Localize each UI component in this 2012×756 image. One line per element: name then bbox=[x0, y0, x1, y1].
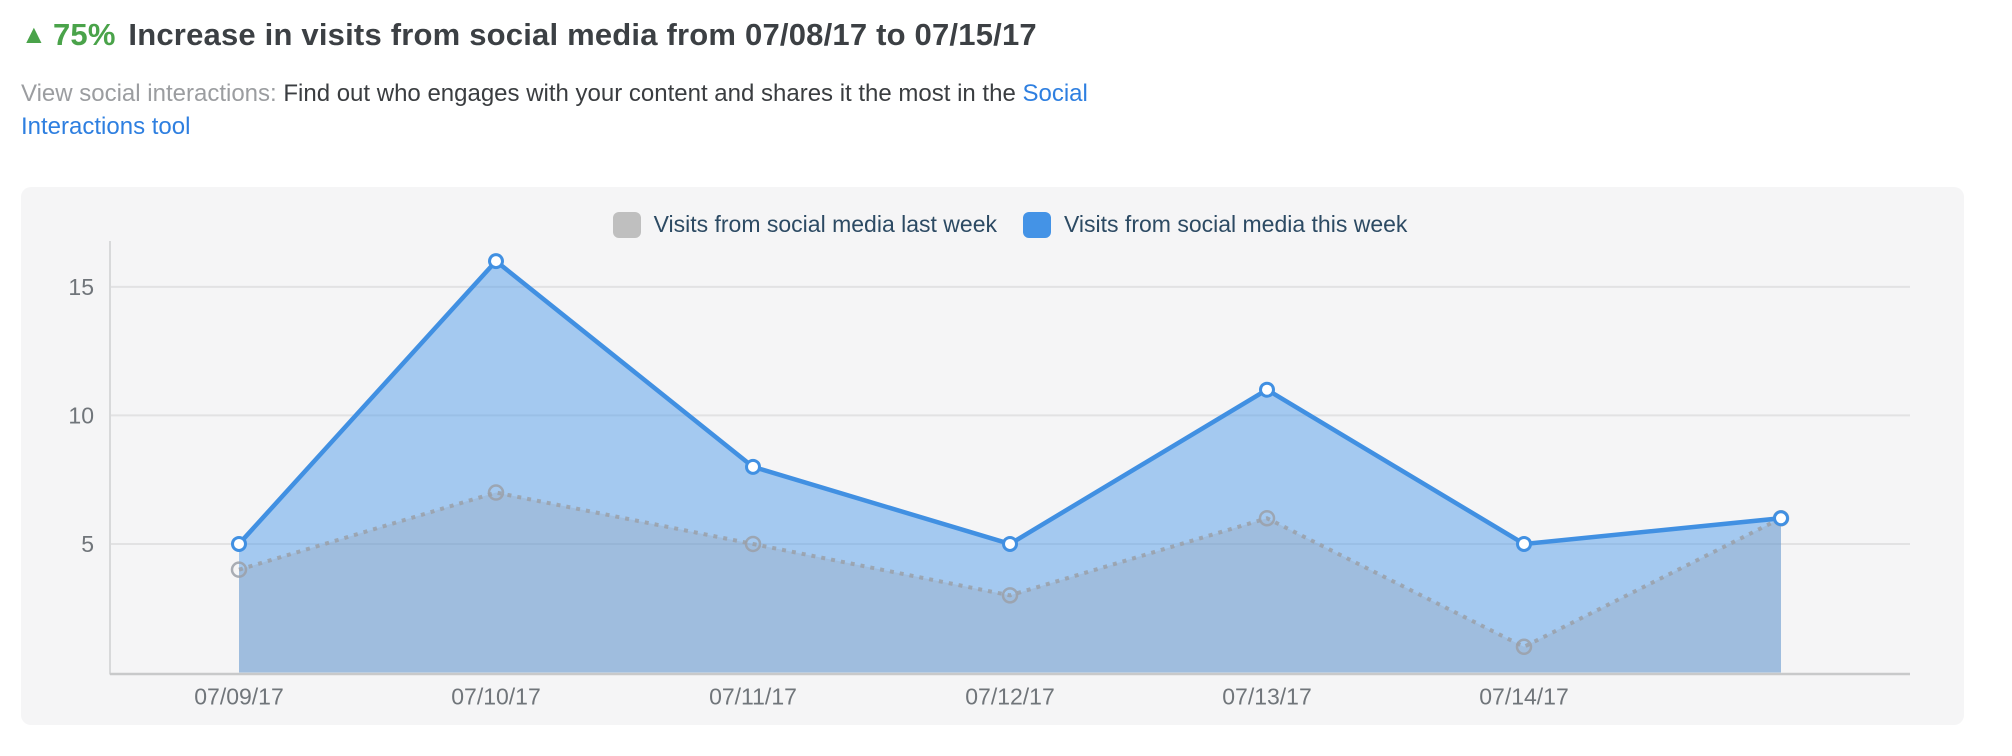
legend-swatch-last-week bbox=[612, 211, 641, 238]
x-axis-tick-label: 07/11/17 bbox=[709, 684, 797, 710]
increase-percent: 75% bbox=[52, 17, 116, 52]
this-week-point bbox=[1773, 510, 1789, 527]
last-week-point bbox=[487, 484, 505, 501]
this-week-point bbox=[1259, 381, 1275, 398]
increase-arrow-icon: ▲ bbox=[21, 19, 47, 49]
this-week-point bbox=[1516, 535, 1532, 552]
legend-label-last-week: Visits from social media last week bbox=[653, 211, 997, 237]
chart-panel: Visits from social media last week Visit… bbox=[21, 187, 1964, 725]
chart-legend: Visits from social media last week Visit… bbox=[110, 211, 1910, 238]
y-axis-tick-label: 5 bbox=[81, 531, 94, 557]
title-text: Increase in visits from social media fro… bbox=[128, 17, 1037, 52]
legend-label-this-week: Visits from social media this week bbox=[1064, 211, 1408, 237]
subtitle: View social interactions: Find out who e… bbox=[21, 77, 1191, 143]
legend-item-this-week[interactable]: Visits from social media this week bbox=[1023, 211, 1407, 238]
social-interactions-tool-link[interactable]: Social Interactions tool bbox=[21, 80, 1088, 140]
legend-item-last-week[interactable]: Visits from social media last week bbox=[612, 211, 997, 238]
last-week-line bbox=[238, 490, 1782, 650]
x-axis-tick-label: 07/14/17 bbox=[1479, 684, 1569, 710]
x-axis-tick-label: 07/09/17 bbox=[194, 684, 284, 710]
last-week-point bbox=[744, 535, 762, 553]
x-axis-tick-label: 07/12/17 bbox=[965, 684, 1055, 710]
x-axis-tick-label: 07/10/17 bbox=[451, 684, 541, 710]
last-week-point bbox=[1258, 509, 1276, 527]
this-week-point bbox=[1002, 535, 1018, 552]
last-week-point bbox=[230, 561, 248, 578]
this-week-point bbox=[745, 458, 761, 475]
visits-area-chart: 5 10 15 07/09/17 07/10/17 07/11/17 07/12/17 07/… bbox=[68, 241, 1910, 710]
y-axis-tick-label: 15 bbox=[68, 274, 94, 300]
subtitle-label: View social interactions: bbox=[21, 80, 277, 107]
last-week-area bbox=[239, 492, 1781, 673]
social-report-page: ▲ 75% Increase in visits from social medi… bbox=[21, 14, 1992, 725]
legend-swatch-this-week bbox=[1023, 211, 1051, 238]
x-axis-tick-label: 07/13/17 bbox=[1222, 684, 1312, 710]
last-week-point bbox=[1001, 587, 1019, 604]
y-axis-tick-label: 10 bbox=[68, 402, 94, 428]
this-week-point bbox=[231, 535, 247, 552]
this-week-point bbox=[488, 253, 504, 270]
subtitle-text: Find out who engages with your content a… bbox=[276, 80, 1023, 107]
last-week-point bbox=[1515, 638, 1533, 656]
page-title: ▲ 75% Increase in visits from social medi… bbox=[21, 14, 1992, 55]
